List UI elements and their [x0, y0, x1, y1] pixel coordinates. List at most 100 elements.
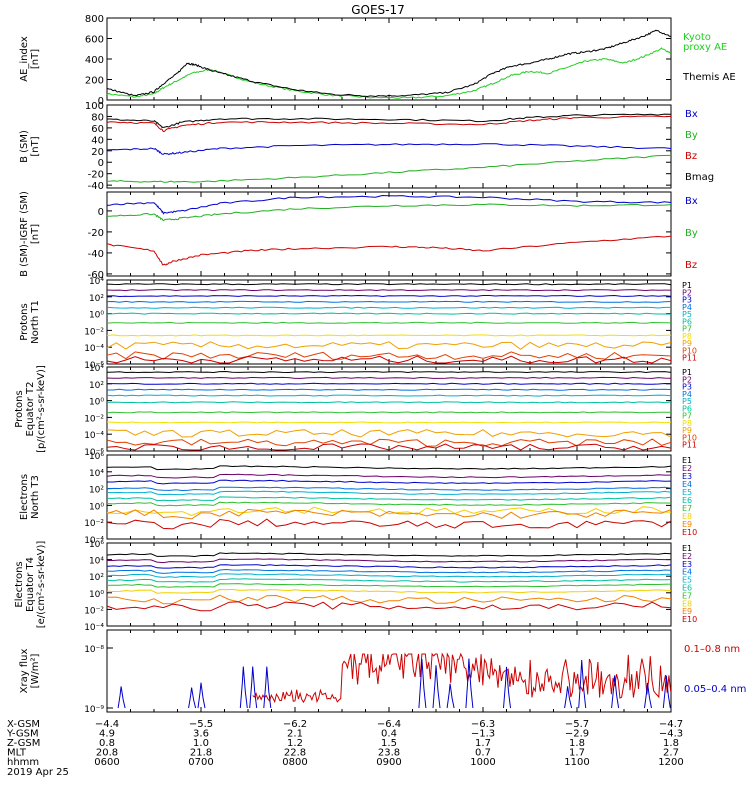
- y-axis-label: [p/(cm²-s-sr-keV)]: [36, 365, 47, 453]
- y-axis-label: [nT]: [30, 136, 41, 156]
- legend-label: E6: [682, 496, 692, 505]
- legend-label: P10: [682, 346, 697, 355]
- legend-label: 0.1–0.8 nm: [684, 644, 740, 655]
- legend-label: P8: [682, 332, 692, 341]
- series-spike: [446, 683, 455, 709]
- footer-value: 0900: [376, 757, 401, 768]
- y-tick-label: 10⁻⁹: [84, 705, 104, 715]
- series-line: [106, 47, 672, 99]
- y-tick-label: 10⁻⁴: [84, 536, 104, 546]
- footer-value: 21.8: [190, 748, 212, 759]
- series-line: [106, 154, 672, 183]
- panel-frame: [106, 191, 672, 277]
- footer-value: 22.8: [284, 748, 306, 759]
- series-line: [106, 294, 672, 298]
- footer-value: −4.7: [659, 719, 683, 730]
- legend-label: P4: [682, 303, 692, 312]
- series-line: [106, 376, 672, 379]
- footer-row-label: MLT: [7, 748, 27, 759]
- legend-label: E9: [682, 520, 692, 529]
- y-tick-label: 10⁻²: [84, 327, 104, 337]
- legend-label: 0.05–0.4 nm: [684, 684, 746, 695]
- legend-label: Bx: [685, 109, 698, 120]
- y-tick-label: 800: [85, 14, 104, 25]
- footer-value: 0800: [282, 757, 307, 768]
- footer-value: −5.5: [189, 719, 213, 730]
- footer-value: 0600: [94, 757, 119, 768]
- date-label: 2019 Apr 25: [7, 767, 69, 778]
- y-tick-label: -20: [88, 170, 104, 181]
- footer-value: 1.5: [381, 738, 397, 749]
- series-line: [106, 321, 672, 324]
- footer-value: 1.7: [569, 748, 585, 759]
- legend-label: P3: [682, 383, 692, 392]
- y-axis-label: Equator T2: [25, 382, 36, 437]
- series-line: [106, 235, 672, 266]
- y-axis-label: Equator T4: [25, 557, 36, 612]
- y-tick-label: 10⁴: [89, 364, 104, 374]
- legend-label: E4: [682, 568, 692, 577]
- y-tick-label: 10⁰: [89, 311, 104, 321]
- series-line: [106, 573, 672, 578]
- legend-label: Themis AE: [682, 72, 736, 83]
- legend-label: P11: [682, 441, 697, 450]
- y-tick-label: 10⁻²: [84, 606, 104, 616]
- series-line: [106, 583, 672, 588]
- footer-value: 1200: [658, 757, 683, 768]
- y-tick-label: 10⁻⁶: [84, 448, 104, 458]
- legend-label: P2: [682, 288, 692, 297]
- series-line: [107, 382, 672, 385]
- legend-label: E4: [682, 480, 692, 489]
- footer-value: 1100: [564, 757, 589, 768]
- legend-label: proxy AE: [683, 42, 727, 53]
- series-line: [106, 429, 672, 438]
- legend-label: E2: [682, 552, 692, 561]
- panel-pt1: Protons North T1 10⁻⁶ 10⁻⁴ 10⁻² 10⁰ 10² 10⁴ P1P2…: [19, 277, 697, 371]
- footer-value: 3.6: [193, 729, 209, 740]
- y-tick-label: 10⁶: [89, 452, 104, 462]
- legend-label: P5: [682, 397, 692, 406]
- series-line: [106, 194, 672, 215]
- series-line: [106, 370, 672, 374]
- series-line: [107, 113, 672, 129]
- y-tick-label: -60: [88, 270, 104, 281]
- y-axis-label: Electrons: [19, 474, 30, 520]
- footer-value: 0700: [188, 757, 213, 768]
- y-tick-label: 10⁰: [89, 502, 104, 512]
- series-line: [106, 490, 672, 496]
- y-tick-label: 10⁻⁴: [84, 344, 104, 354]
- panel-xray: Xray flux [W/m²] 10⁻⁸ 10⁻⁹ 0.1–0.8 nm 0.05–0.…: [19, 629, 746, 715]
- y-tick-label: 200: [85, 76, 104, 87]
- y-tick-label: 10²: [89, 381, 104, 391]
- series-line: [106, 355, 672, 364]
- series-spike: [418, 659, 427, 709]
- legend-label: P9: [682, 339, 692, 348]
- series-line: [106, 578, 672, 583]
- series-line: [106, 465, 672, 471]
- y-axis-label: [nT]: [30, 49, 41, 69]
- footer-value: 1.7: [475, 738, 491, 749]
- series-line: [106, 29, 671, 98]
- legend-label: By: [685, 228, 698, 239]
- footer-value: 1000: [470, 757, 495, 768]
- series-line: [106, 283, 672, 286]
- series-line: [106, 401, 672, 404]
- series-spike: [503, 666, 511, 709]
- footer-row-label: hhmm: [7, 757, 39, 768]
- legend-label: Bz: [685, 260, 697, 271]
- legend-label: Bmag: [685, 172, 714, 183]
- legend-label: E9: [682, 607, 692, 616]
- footer-value: −5.7: [565, 719, 589, 730]
- panel-frame: [106, 629, 672, 713]
- legend-label: P1: [682, 281, 692, 290]
- legend-label: P9: [682, 426, 692, 435]
- series-line: [106, 443, 672, 451]
- y-tick-label: 10⁴: [89, 557, 104, 567]
- y-tick-label: 10⁻²: [84, 414, 104, 424]
- legend-label: P5: [682, 310, 692, 319]
- series-line: [106, 306, 671, 309]
- y-tick-label: 80: [91, 112, 104, 123]
- legend-label: E10: [682, 615, 697, 624]
